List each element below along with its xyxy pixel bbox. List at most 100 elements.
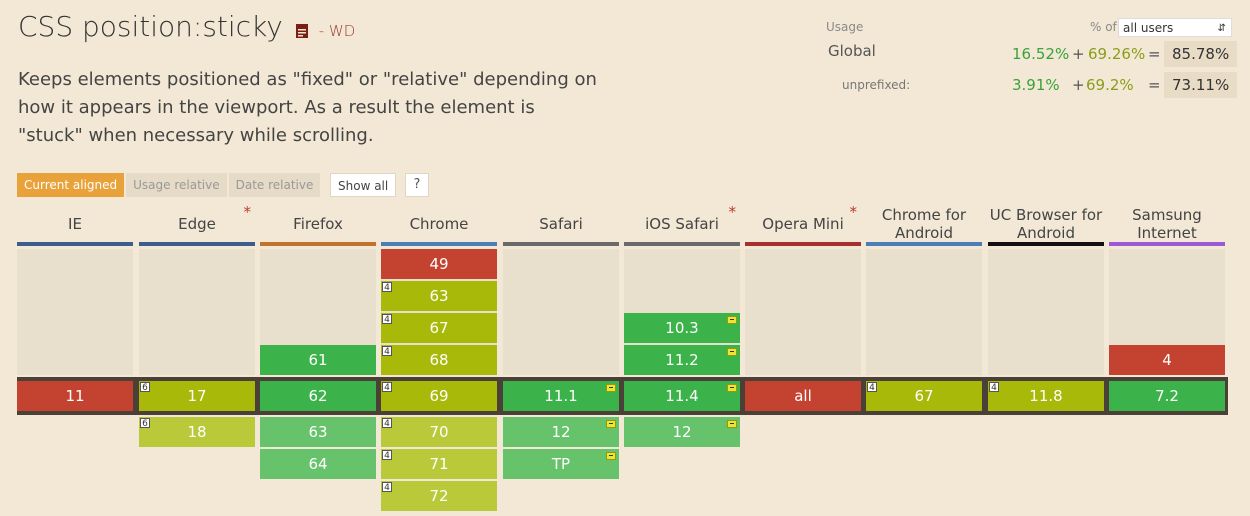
version-cell[interactable]: 68 4 (381, 345, 497, 375)
version-cell[interactable]: 70 4 (381, 417, 497, 447)
browser-color-bar (260, 242, 376, 246)
note-number: 4 (382, 314, 392, 325)
version-cell[interactable]: 11 (17, 381, 133, 411)
browser-column: Chrome for Android (866, 205, 982, 246)
version-label: TP (551, 455, 571, 473)
users-select-value: all users (1123, 21, 1174, 35)
note-number: 4 (382, 282, 392, 293)
version-cell[interactable]: 11.8 4 (988, 381, 1104, 411)
note-number: 4 (382, 482, 392, 493)
partial-flag-icon (727, 384, 737, 392)
browser-color-bar (381, 242, 497, 246)
partial-flag-icon (606, 452, 616, 460)
spec-status[interactable]: - WD (318, 22, 356, 40)
version-cell[interactable]: 61 (260, 345, 376, 375)
version-cell[interactable]: 12 (503, 417, 619, 447)
past-versions-area (139, 249, 255, 375)
browser-header[interactable]: Firefox (260, 205, 376, 242)
browser-header[interactable]: Edge * (139, 203, 255, 242)
prefix-star-icon: * (849, 203, 858, 221)
version-label: all (794, 387, 812, 405)
tab-usage-relative[interactable]: Usage relative (126, 173, 227, 197)
browser-column: UC Browser for Android (988, 205, 1104, 246)
version-cell[interactable]: 63 4 (381, 281, 497, 311)
unprefixed-total: 73.11% (1164, 72, 1238, 98)
version-cell[interactable]: 12 (624, 417, 740, 447)
version-label: 12 (551, 423, 571, 441)
version-cell[interactable]: 62 (260, 381, 376, 411)
version-label: 10.3 (665, 319, 699, 337)
tab-date-relative[interactable]: Date relative (228, 173, 321, 197)
partial-flag-icon (727, 316, 737, 324)
version-cell[interactable]: 11.1 (503, 381, 619, 411)
prefix-star-icon: * (728, 203, 737, 221)
version-cell[interactable]: all (745, 381, 861, 411)
version-cell[interactable]: 4 (1109, 345, 1225, 375)
show-all-button[interactable]: Show all (330, 173, 397, 197)
version-cell[interactable]: 67 4 (866, 381, 982, 411)
version-cell[interactable]: 71 4 (381, 449, 497, 479)
tab-current-aligned[interactable]: Current aligned (17, 173, 125, 197)
note-number: 4 (382, 418, 392, 429)
version-label: 61 (308, 351, 328, 369)
browser-color-bar (866, 242, 982, 246)
browser-header[interactable]: IE (17, 205, 133, 242)
feature-title: CSS position:sticky (18, 10, 283, 43)
browser-name: Opera Mini (762, 214, 844, 233)
past-versions-area (866, 249, 982, 375)
browser-header[interactable]: Chrome (381, 205, 497, 242)
version-cell[interactable]: 10.3 (624, 313, 740, 343)
browser-header[interactable]: Opera Mini * (745, 203, 861, 242)
version-label: 64 (308, 455, 328, 473)
browser-column: Edge * (139, 203, 255, 246)
global-partial: 69.26% (1088, 45, 1146, 63)
version-label: 62 (308, 387, 328, 405)
version-cell[interactable]: 17 6 (139, 381, 255, 411)
browser-header[interactable]: Safari (503, 205, 619, 242)
browser-header[interactable]: Samsung Internet (1109, 205, 1225, 242)
browser-column: Opera Mini * (745, 203, 861, 246)
partial-flag-icon (727, 420, 737, 428)
document-icon[interactable] (295, 12, 308, 45)
partial-flag-icon (606, 384, 616, 392)
pct-of-label: % of (1090, 20, 1117, 34)
version-label: 69 (429, 387, 449, 405)
users-select[interactable]: all users ⇵ (1118, 18, 1232, 37)
version-cell[interactable]: 49 (381, 249, 497, 279)
browser-name: iOS Safari (645, 214, 719, 233)
partial-flag-icon (727, 348, 737, 356)
unprefixed-label: unprefixed: (842, 78, 911, 92)
version-cell[interactable]: 67 4 (381, 313, 497, 343)
version-cell[interactable]: 64 (260, 449, 376, 479)
note-number: 6 (140, 418, 150, 429)
version-cell[interactable]: 72 4 (381, 481, 497, 511)
browser-name: Chrome (409, 214, 469, 233)
browser-color-bar (17, 242, 133, 246)
global-total: 85.78% (1164, 41, 1238, 67)
browser-header[interactable]: Chrome for Android (866, 205, 982, 242)
past-versions-area (988, 249, 1104, 375)
version-cell[interactable]: 63 (260, 417, 376, 447)
browser-header[interactable]: UC Browser for Android (988, 205, 1104, 242)
version-label: 63 (429, 287, 449, 305)
version-cell[interactable]: 69 4 (381, 381, 497, 411)
past-versions-area (745, 249, 861, 375)
browser-header[interactable]: iOS Safari * (624, 203, 740, 242)
version-label: 68 (429, 351, 449, 369)
version-cell[interactable]: 11.2 (624, 345, 740, 375)
unprefixed-partial: 69.2% (1086, 76, 1134, 94)
help-button[interactable]: ? (405, 173, 429, 197)
version-label: 71 (429, 455, 449, 473)
browser-name: Edge (178, 214, 216, 233)
version-cell[interactable]: 7.2 (1109, 381, 1225, 411)
version-cell[interactable]: 18 6 (139, 417, 255, 447)
partial-flag-icon (606, 420, 616, 428)
version-label: 67 (429, 319, 449, 337)
version-cell[interactable]: TP (503, 449, 619, 479)
browser-color-bar (624, 242, 740, 246)
unprefixed-equals: = (1148, 76, 1161, 94)
browser-color-bar (503, 242, 619, 246)
version-cell[interactable]: 11.4 (624, 381, 740, 411)
usage-panel: Usage % of all users ⇵ Global 16.52% + 6… (826, 18, 1238, 118)
global-equals: = (1148, 45, 1161, 63)
